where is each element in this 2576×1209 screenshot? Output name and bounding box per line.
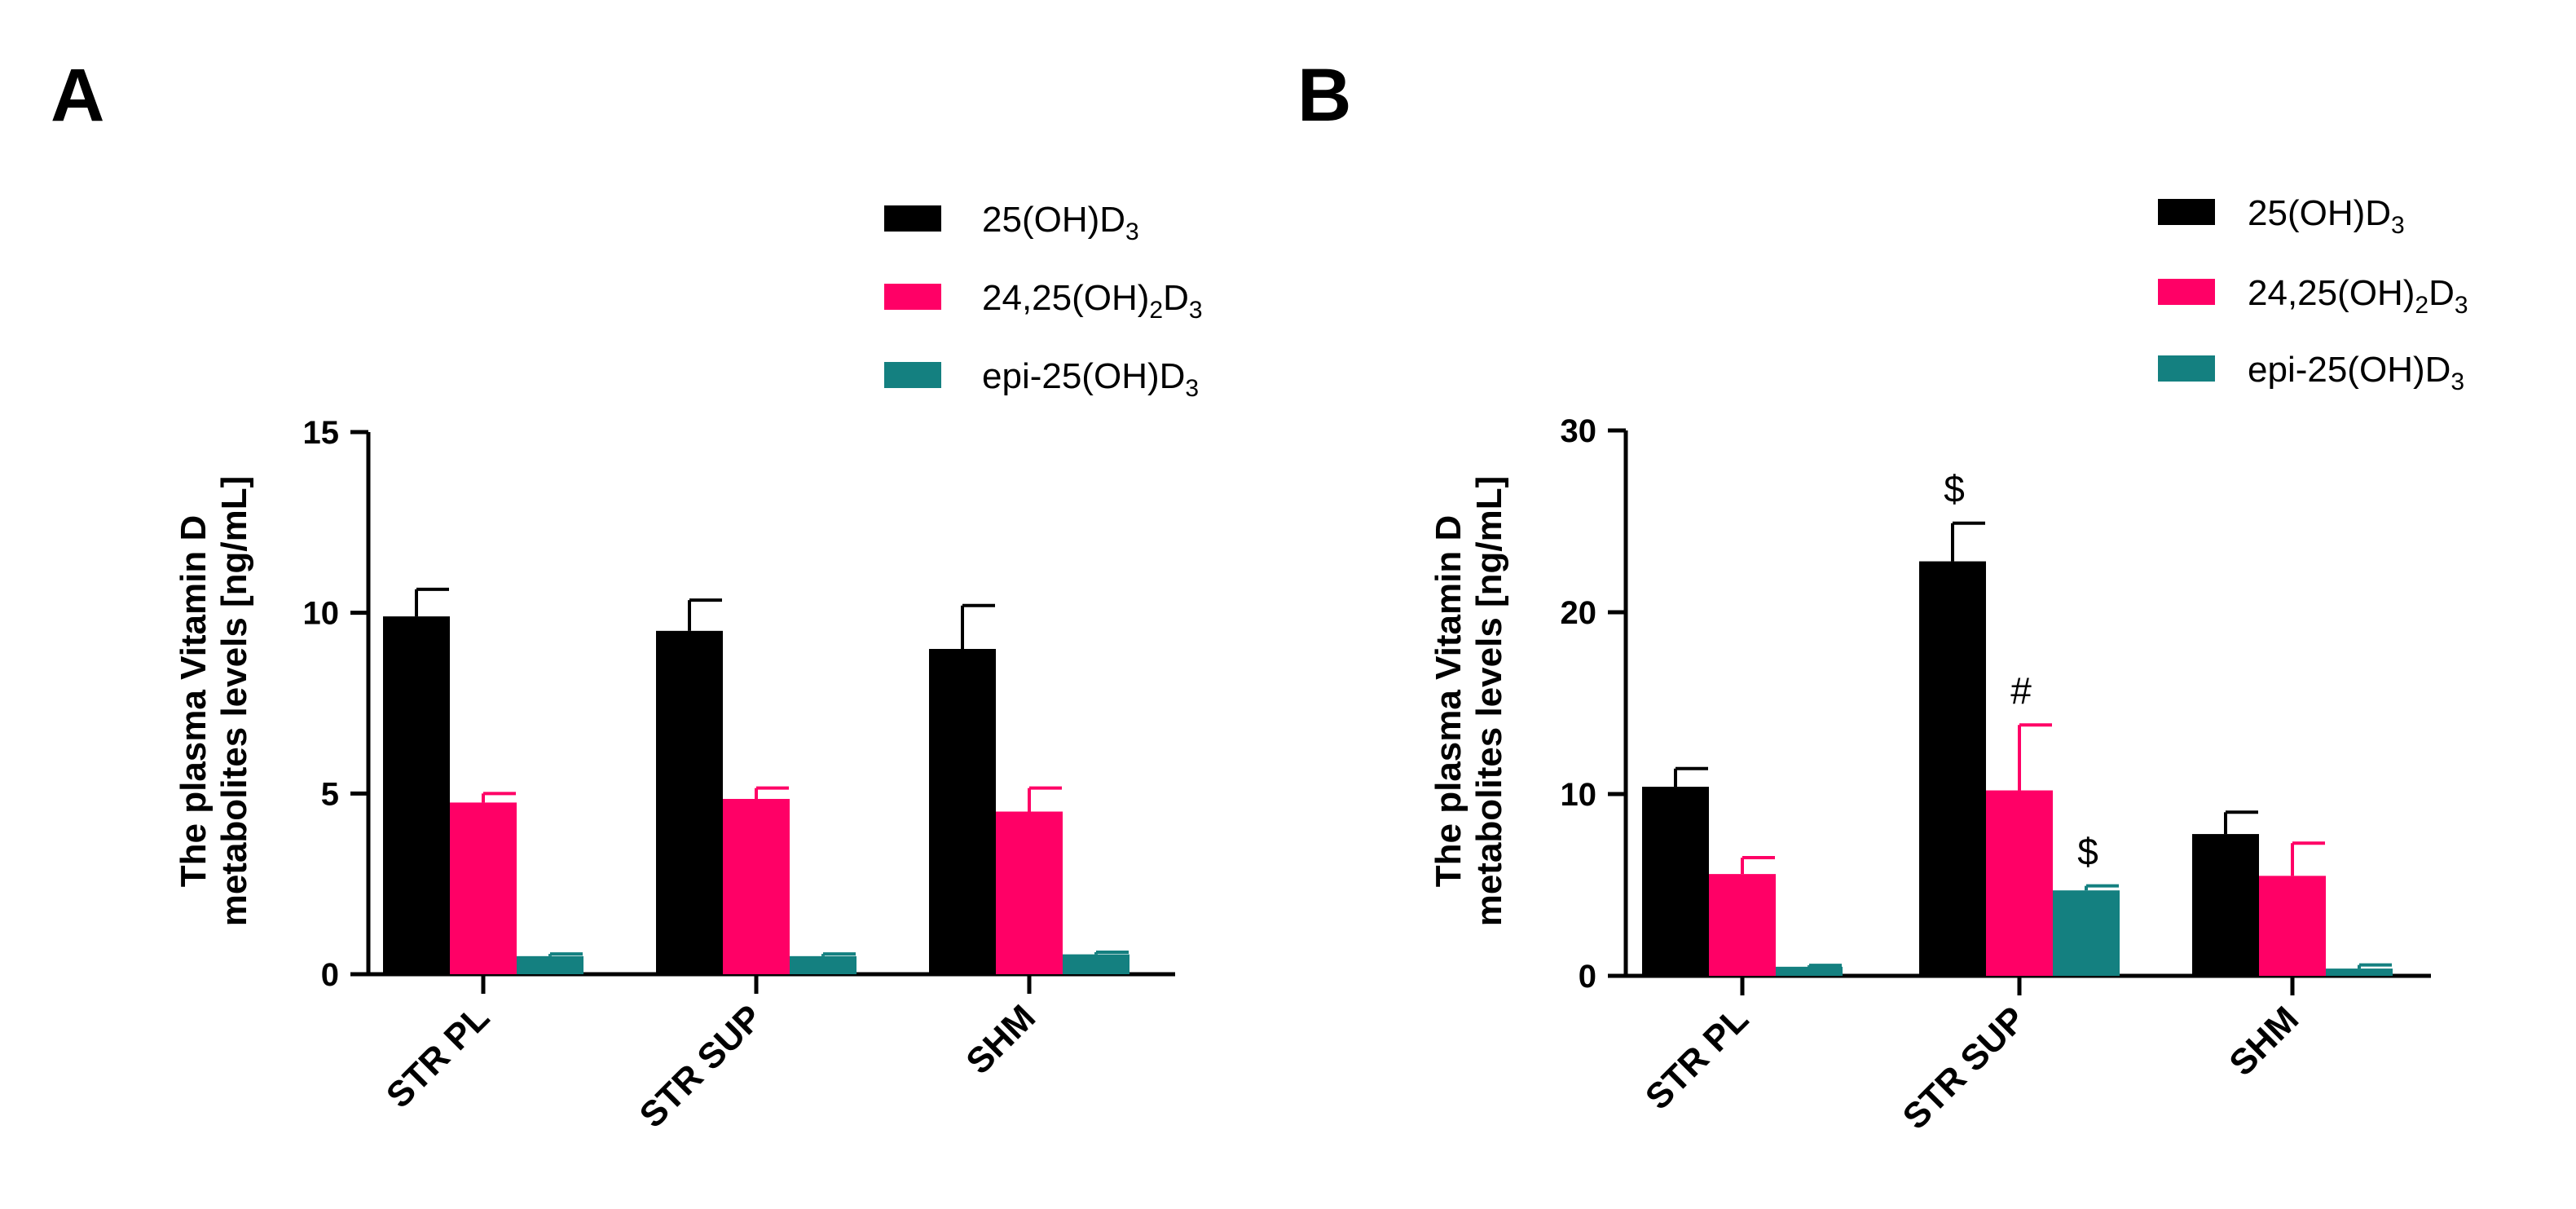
y-tick-label-b: 20 <box>1561 595 1597 631</box>
legend-b: 25(OH)D3 24,25(OH)2D3 epi-25(OH)D3 <box>2158 193 2468 395</box>
bar-b-2-0 <box>2192 834 2259 976</box>
bar-b-0-0 <box>1642 787 1709 976</box>
legend-label-epi25ohd3: epi-25(OH)D3 <box>982 356 1199 402</box>
legend-swatch-epi25ohd3 <box>884 362 941 388</box>
y-tick-label-b: 10 <box>1561 777 1597 813</box>
bar-a-1-2 <box>790 955 856 974</box>
legend-swatch-25ohd3-b <box>2158 199 2215 225</box>
significance-mark-b-1-2: $ <box>2077 831 2098 873</box>
y-axis-title-a-line1: The plasma Vitamin D <box>174 515 214 887</box>
legend-swatch-2425ohd3-b <box>2158 279 2215 305</box>
bar-b-2-2 <box>2326 969 2393 976</box>
x-category-label-a: STR SUP <box>632 997 770 1135</box>
bar-b-1-2 <box>2053 890 2120 976</box>
bar-b-2-1 <box>2259 876 2326 976</box>
legend-label-25ohd3-b: 25(OH)D3 <box>2248 193 2405 239</box>
y-tick-label-a: 15 <box>303 415 340 451</box>
legend-swatch-epi25ohd3-b <box>2158 355 2215 382</box>
legend-label-2425ohd3: 24,25(OH)2D3 <box>982 278 1203 324</box>
legend-label-epi25ohd3-b: epi-25(OH)D3 <box>2248 350 2464 395</box>
x-category-label-b: SHM <box>2222 999 2306 1083</box>
y-tick-label-b: 30 <box>1561 413 1597 449</box>
bar-a-0-0 <box>383 616 450 974</box>
bar-b-1-1 <box>1986 790 2053 976</box>
significance-mark-b-1-0: $ <box>1944 468 1965 510</box>
bar-a-2-0 <box>929 649 996 974</box>
bar-b-0-2 <box>1776 966 1843 976</box>
legend-swatch-25ohd3 <box>884 205 941 232</box>
x-category-label-b: STR SUP <box>1896 999 2033 1136</box>
bar-a-2-1 <box>996 811 1063 974</box>
bar-a-0-2 <box>517 955 583 974</box>
panel-a: A 25(OH)D3 24,25(OH)2D3 epi-25(OH)D3 The… <box>51 54 1203 1136</box>
significance-mark-b-1-1: # <box>2010 669 2032 712</box>
bar-a-2-2 <box>1063 954 1129 974</box>
panel-letter-b: B <box>1297 54 1351 137</box>
x-category-label-b: STR PL <box>1638 999 1756 1117</box>
bar-a-1-0 <box>656 630 723 974</box>
plot-area-b: 0 10 20 30 STR PL $ # $ STR SUP SHM <box>1561 413 2431 1137</box>
y-tick-label-a: 10 <box>303 596 340 632</box>
x-category-label-a: STR PL <box>379 997 497 1115</box>
y-axis-title-b-line1: The plasma Vitamin D <box>1429 515 1469 887</box>
bar-a-0-1 <box>450 802 517 974</box>
y-tick-label-a: 0 <box>321 957 339 993</box>
bar-b-0-1 <box>1709 874 1776 976</box>
x-category-label-a: SHM <box>958 997 1043 1082</box>
y-axis-title-b-line2: metabolites levels [ng/mL] <box>1469 476 1509 927</box>
legend-label-2425ohd3-b: 24,25(OH)2D3 <box>2248 273 2468 319</box>
bar-b-1-0 <box>1919 561 1986 976</box>
plot-area-a: 0 5 10 15 STR PL STR SUP SHM <box>303 415 1175 1136</box>
panel-b: B 25(OH)D3 24,25(OH)2D3 epi-25(OH)D3 The… <box>1297 54 2468 1137</box>
bar-a-1-1 <box>723 798 790 974</box>
legend-a: 25(OH)D3 24,25(OH)2D3 epi-25(OH)D3 <box>884 200 1203 402</box>
y-tick-label-a: 5 <box>321 776 339 812</box>
y-tick-label-b: 0 <box>1579 959 1596 995</box>
panel-letter-a: A <box>51 54 104 137</box>
legend-label-25ohd3: 25(OH)D3 <box>982 200 1139 245</box>
y-axis-title-a-line2: metabolites levels [ng/mL] <box>214 476 254 927</box>
legend-swatch-2425ohd3 <box>884 284 941 310</box>
